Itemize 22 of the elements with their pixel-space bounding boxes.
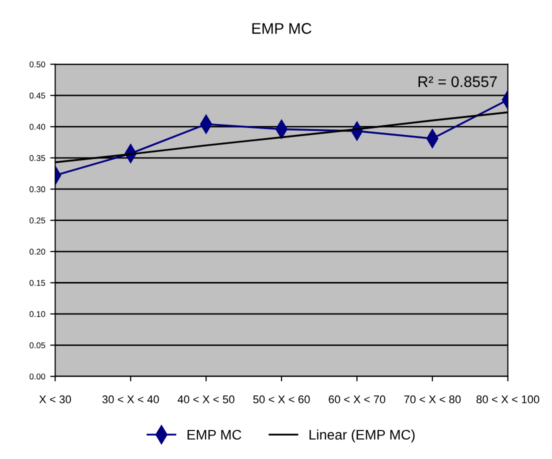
x-tick-label: X < 30: [39, 395, 71, 404]
y-tick-label: 0.10: [30, 311, 46, 318]
y-tick-label: 0.45: [30, 92, 46, 99]
x-tick-label: 70 < X < 80: [404, 395, 461, 404]
legend-label: EMP MC: [188, 430, 242, 440]
x-tick-label: 80 < X < 100: [476, 395, 540, 404]
x-tick-label: 30 < X < 40: [102, 395, 159, 404]
y-tick-label: 0.35: [30, 155, 46, 161]
y-tick-label: 0.15: [30, 280, 46, 286]
x-tick-label: 60 < X < 70: [328, 395, 386, 404]
y-tick-label: 0.05: [30, 342, 46, 348]
legend-label: Linear (EMP MC): [310, 429, 415, 442]
annotation: R² = 0.8557: [418, 76, 497, 88]
y-tick-label: 0.20: [30, 248, 46, 255]
x-tick-label: 50 < X < 60: [253, 395, 310, 404]
y-tick-label: 0.30: [30, 186, 46, 192]
x-tick-label: 40 < X < 50: [178, 395, 234, 404]
chart-title: EMP MC: [252, 23, 312, 34]
y-tick-label: 0.25: [30, 218, 46, 224]
y-tick-label: 0.00: [30, 374, 46, 380]
y-tick-label: 0.40: [30, 124, 46, 130]
y-tick-label: 0.50: [30, 61, 46, 68]
